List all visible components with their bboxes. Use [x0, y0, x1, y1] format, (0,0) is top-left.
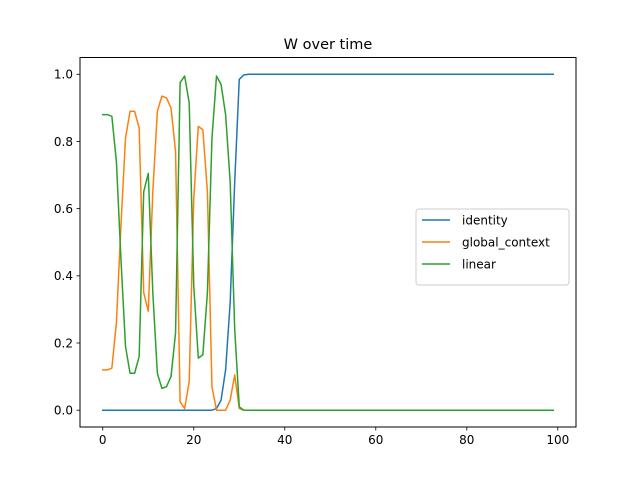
series-line-global_context	[102, 95, 554, 411]
x-tick-label: 80	[459, 433, 474, 447]
x-axis: 0 20 40 60 80 100	[99, 427, 569, 447]
x-tick-label: 0	[99, 433, 107, 447]
y-tick-label: 0.4	[54, 269, 73, 283]
x-tick-label: 60	[368, 433, 383, 447]
legend-label-linear: linear	[462, 258, 496, 272]
chart-title: W over time	[284, 37, 373, 53]
legend-label-global_context: global_context	[462, 236, 550, 250]
x-tick-label: 100	[546, 433, 569, 447]
y-axis: 0.0 0.2 0.4 0.6 0.8 1.0	[54, 68, 80, 418]
x-tick-label: 40	[277, 433, 292, 447]
x-tick-label: 20	[186, 433, 201, 447]
series-line-linear	[102, 75, 554, 411]
y-tick-label: 0.8	[54, 135, 73, 149]
legend-box	[415, 208, 570, 286]
y-tick-label: 0.0	[54, 404, 73, 418]
plot-frame	[79, 57, 577, 428]
y-tick-label: 0.2	[54, 336, 73, 350]
y-tick-label: 0.6	[54, 202, 73, 216]
y-tick-label: 1.0	[54, 68, 73, 82]
series-line-identity	[102, 73, 554, 411]
legend-label-identity: identity	[462, 214, 508, 228]
